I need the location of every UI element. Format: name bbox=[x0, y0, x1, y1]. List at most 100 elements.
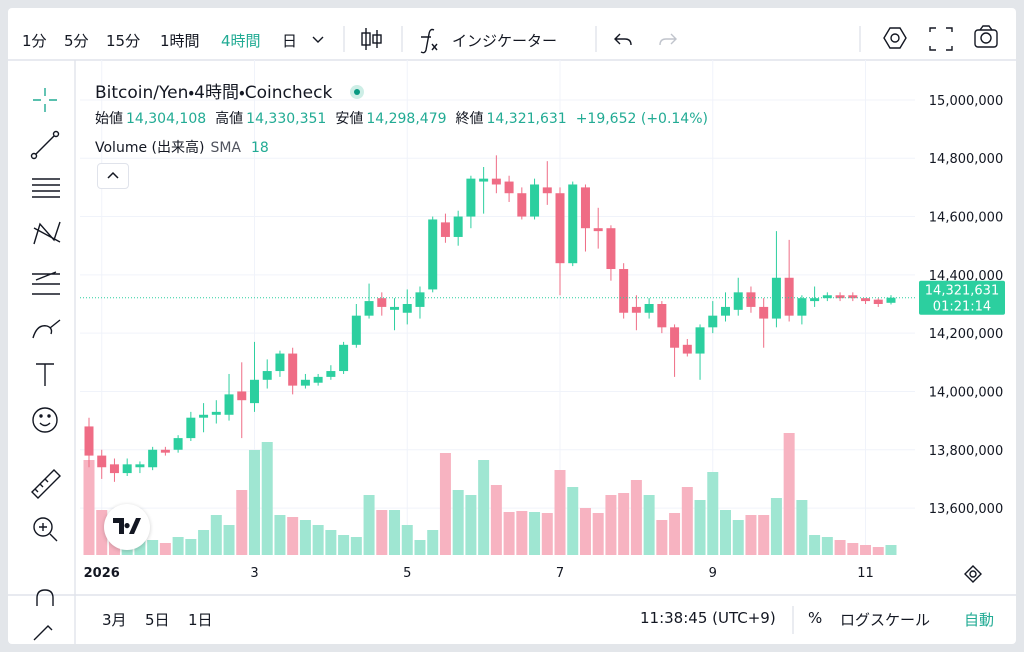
x-tick-label: 11 bbox=[857, 566, 874, 581]
legend-volume: Volume (出来高) SMA 18 bbox=[95, 137, 269, 157]
volume-bar bbox=[707, 472, 719, 555]
snapshot[interactable] bbox=[974, 25, 998, 48]
magnet-tool[interactable] bbox=[36, 589, 54, 606]
candle-body bbox=[848, 295, 858, 299]
volume-bar bbox=[860, 545, 872, 555]
candle-body bbox=[313, 376, 323, 383]
candle-body bbox=[886, 297, 896, 303]
last-price-box bbox=[919, 280, 1005, 315]
candle-body bbox=[148, 449, 158, 468]
volume-bar bbox=[834, 540, 846, 555]
interval[interactable]: 日 bbox=[282, 32, 298, 50]
candle-body bbox=[351, 315, 361, 345]
volume-bar bbox=[681, 487, 693, 555]
interval[interactable]: 1分 bbox=[22, 32, 47, 50]
candle-body bbox=[135, 464, 145, 468]
volume-bar bbox=[274, 515, 286, 555]
volume-bar bbox=[541, 513, 553, 555]
volume-bar bbox=[847, 543, 859, 555]
interval[interactable]: 1時間 bbox=[160, 32, 200, 50]
ruler-tool[interactable] bbox=[31, 469, 61, 499]
y-tick-label: 14,200,000 bbox=[929, 327, 1003, 342]
candle-body bbox=[237, 391, 247, 401]
indicator-icon[interactable] bbox=[420, 28, 438, 54]
volume-bar bbox=[605, 495, 617, 555]
volume-bar bbox=[299, 520, 311, 555]
candle-body bbox=[440, 222, 450, 237]
volume-bar bbox=[376, 510, 388, 555]
chart-type-button[interactable] bbox=[361, 28, 382, 50]
volume-bar bbox=[885, 545, 897, 555]
y-tick-label: 14,400,000 bbox=[929, 269, 1003, 284]
volume-bar bbox=[732, 520, 744, 555]
collapse-legend[interactable] bbox=[97, 163, 129, 189]
collapse-icon bbox=[107, 171, 119, 179]
volume-bar bbox=[159, 543, 171, 555]
crosshair-tool[interactable] bbox=[33, 88, 57, 112]
legend-title: Bitcoin/Yen・4時間・Coincheck bbox=[95, 83, 333, 103]
candle-body bbox=[491, 178, 501, 185]
volume-bar bbox=[490, 485, 502, 555]
candle-body bbox=[364, 301, 374, 316]
settings[interactable] bbox=[883, 27, 907, 49]
candle-body bbox=[580, 187, 590, 229]
volume-bar bbox=[516, 511, 528, 555]
log-scale-toggle[interactable]: ログスケール bbox=[840, 611, 931, 629]
candle-body bbox=[835, 295, 845, 299]
interval-menu[interactable] bbox=[312, 36, 324, 43]
logo-mark bbox=[113, 518, 141, 534]
ohlc-value: 14,304,108 bbox=[126, 111, 207, 127]
candle-body bbox=[160, 449, 170, 453]
pattern-tool[interactable] bbox=[33, 221, 61, 245]
status-dot bbox=[350, 85, 365, 99]
logo[interactable] bbox=[104, 504, 150, 550]
undo[interactable] bbox=[614, 33, 632, 46]
pen-tool[interactable] bbox=[33, 625, 53, 641]
fullscreen[interactable] bbox=[929, 27, 953, 51]
fib-tool[interactable] bbox=[32, 178, 60, 198]
volume-bar bbox=[809, 535, 821, 555]
last-price-label: 14,321,631 bbox=[925, 284, 999, 299]
y-tick-label: 14,600,000 bbox=[929, 211, 1003, 226]
candle-body bbox=[186, 417, 196, 439]
ohlc-value: 14,330,351 bbox=[246, 111, 327, 127]
volume-bar bbox=[770, 498, 782, 555]
candle-body bbox=[504, 181, 514, 194]
range[interactable]: 3月 bbox=[102, 611, 127, 629]
interval[interactable]: 5分 bbox=[64, 32, 89, 50]
volume-bar bbox=[478, 460, 490, 555]
volume-bar bbox=[172, 537, 184, 555]
volume-bar bbox=[529, 512, 541, 555]
percent-toggle[interactable]: % bbox=[808, 609, 823, 627]
indicators-button[interactable]: インジケーター bbox=[452, 32, 558, 50]
volume-bar bbox=[452, 490, 464, 555]
volume-bar bbox=[554, 470, 566, 555]
candle-body bbox=[275, 353, 285, 372]
candle-body bbox=[377, 298, 387, 307]
zoom-tool[interactable] bbox=[33, 517, 53, 537]
text-tool[interactable] bbox=[36, 363, 54, 386]
brush-tool[interactable] bbox=[32, 319, 61, 339]
emoji-tool[interactable] bbox=[32, 407, 58, 433]
sma-length: 18 bbox=[251, 140, 269, 156]
auto-scale-toggle[interactable]: 自動 bbox=[964, 611, 995, 629]
volume-bar bbox=[147, 540, 159, 555]
volume-bar bbox=[758, 515, 770, 555]
legend-ohlc: 始値 14,304,108 高値 14,330,351 安値 14,298,479 終値 14… bbox=[95, 108, 708, 128]
forecast-tool[interactable] bbox=[32, 271, 60, 295]
range[interactable]: 5日 bbox=[145, 611, 170, 629]
volume-bar bbox=[503, 512, 515, 555]
trend-tool[interactable] bbox=[33, 133, 57, 157]
interval[interactable]: 15分 bbox=[106, 32, 141, 50]
y-tick-label: 13,800,000 bbox=[929, 444, 1003, 459]
candle-body bbox=[479, 178, 489, 182]
candle-body bbox=[390, 306, 400, 310]
countdown-label: 01:21:14 bbox=[933, 300, 991, 315]
candle-body bbox=[631, 306, 641, 313]
x-tick-label: 9 bbox=[709, 566, 717, 581]
range[interactable]: 1日 bbox=[188, 611, 213, 629]
goto-button[interactable] bbox=[964, 565, 982, 583]
candle-body bbox=[428, 219, 438, 290]
interval[interactable]: 4時間 bbox=[221, 32, 261, 50]
candle-body bbox=[122, 464, 132, 474]
